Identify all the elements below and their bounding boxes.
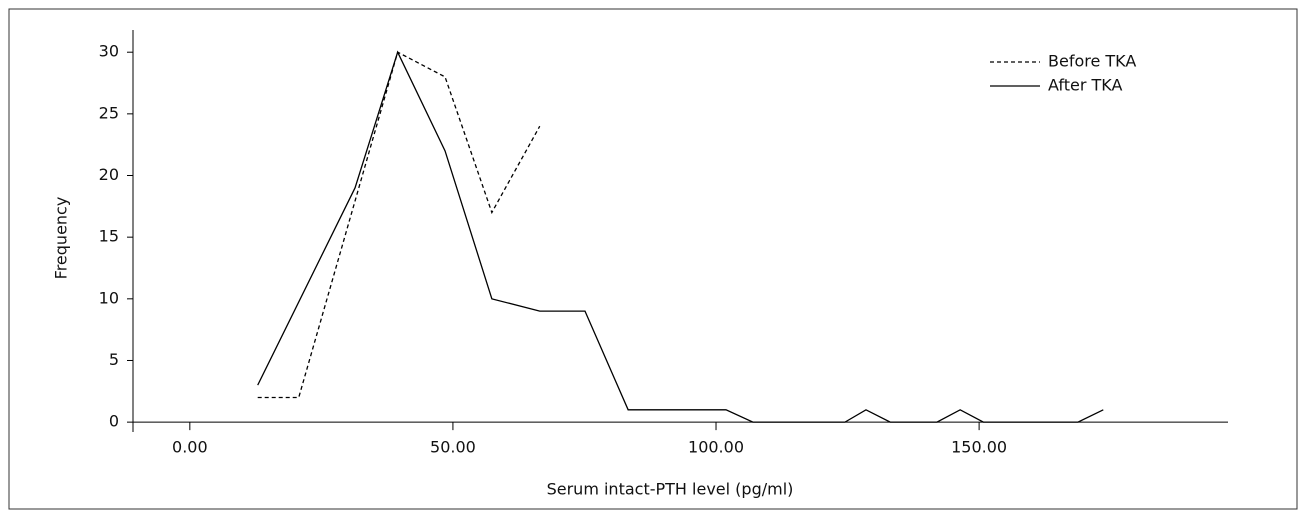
y-axis-label: Frequency [52,197,71,280]
x-axis-label: Serum intact-PTH level (pg/ml) [547,480,794,499]
line-series [257,50,1104,423]
y-tick-label: 5 [109,350,119,369]
y-tick-label: 25 [99,103,119,122]
x-tick-label: 0.00 [172,438,208,457]
line-series [257,51,541,399]
y-tick-label: 15 [99,227,119,246]
y-tick-label: 0 [109,412,119,431]
x-tick-label: 100.00 [688,438,744,457]
x-tick-label: 150.00 [951,438,1007,457]
y-tick-label: 30 [99,42,119,61]
y-tick-label: 20 [99,165,119,184]
legend-label: After TKA [1048,76,1122,95]
x-tick-label: 50.00 [430,438,476,457]
frame [8,8,1298,510]
y-tick-label: 10 [99,288,119,307]
legend-label: Before TKA [1048,52,1136,71]
